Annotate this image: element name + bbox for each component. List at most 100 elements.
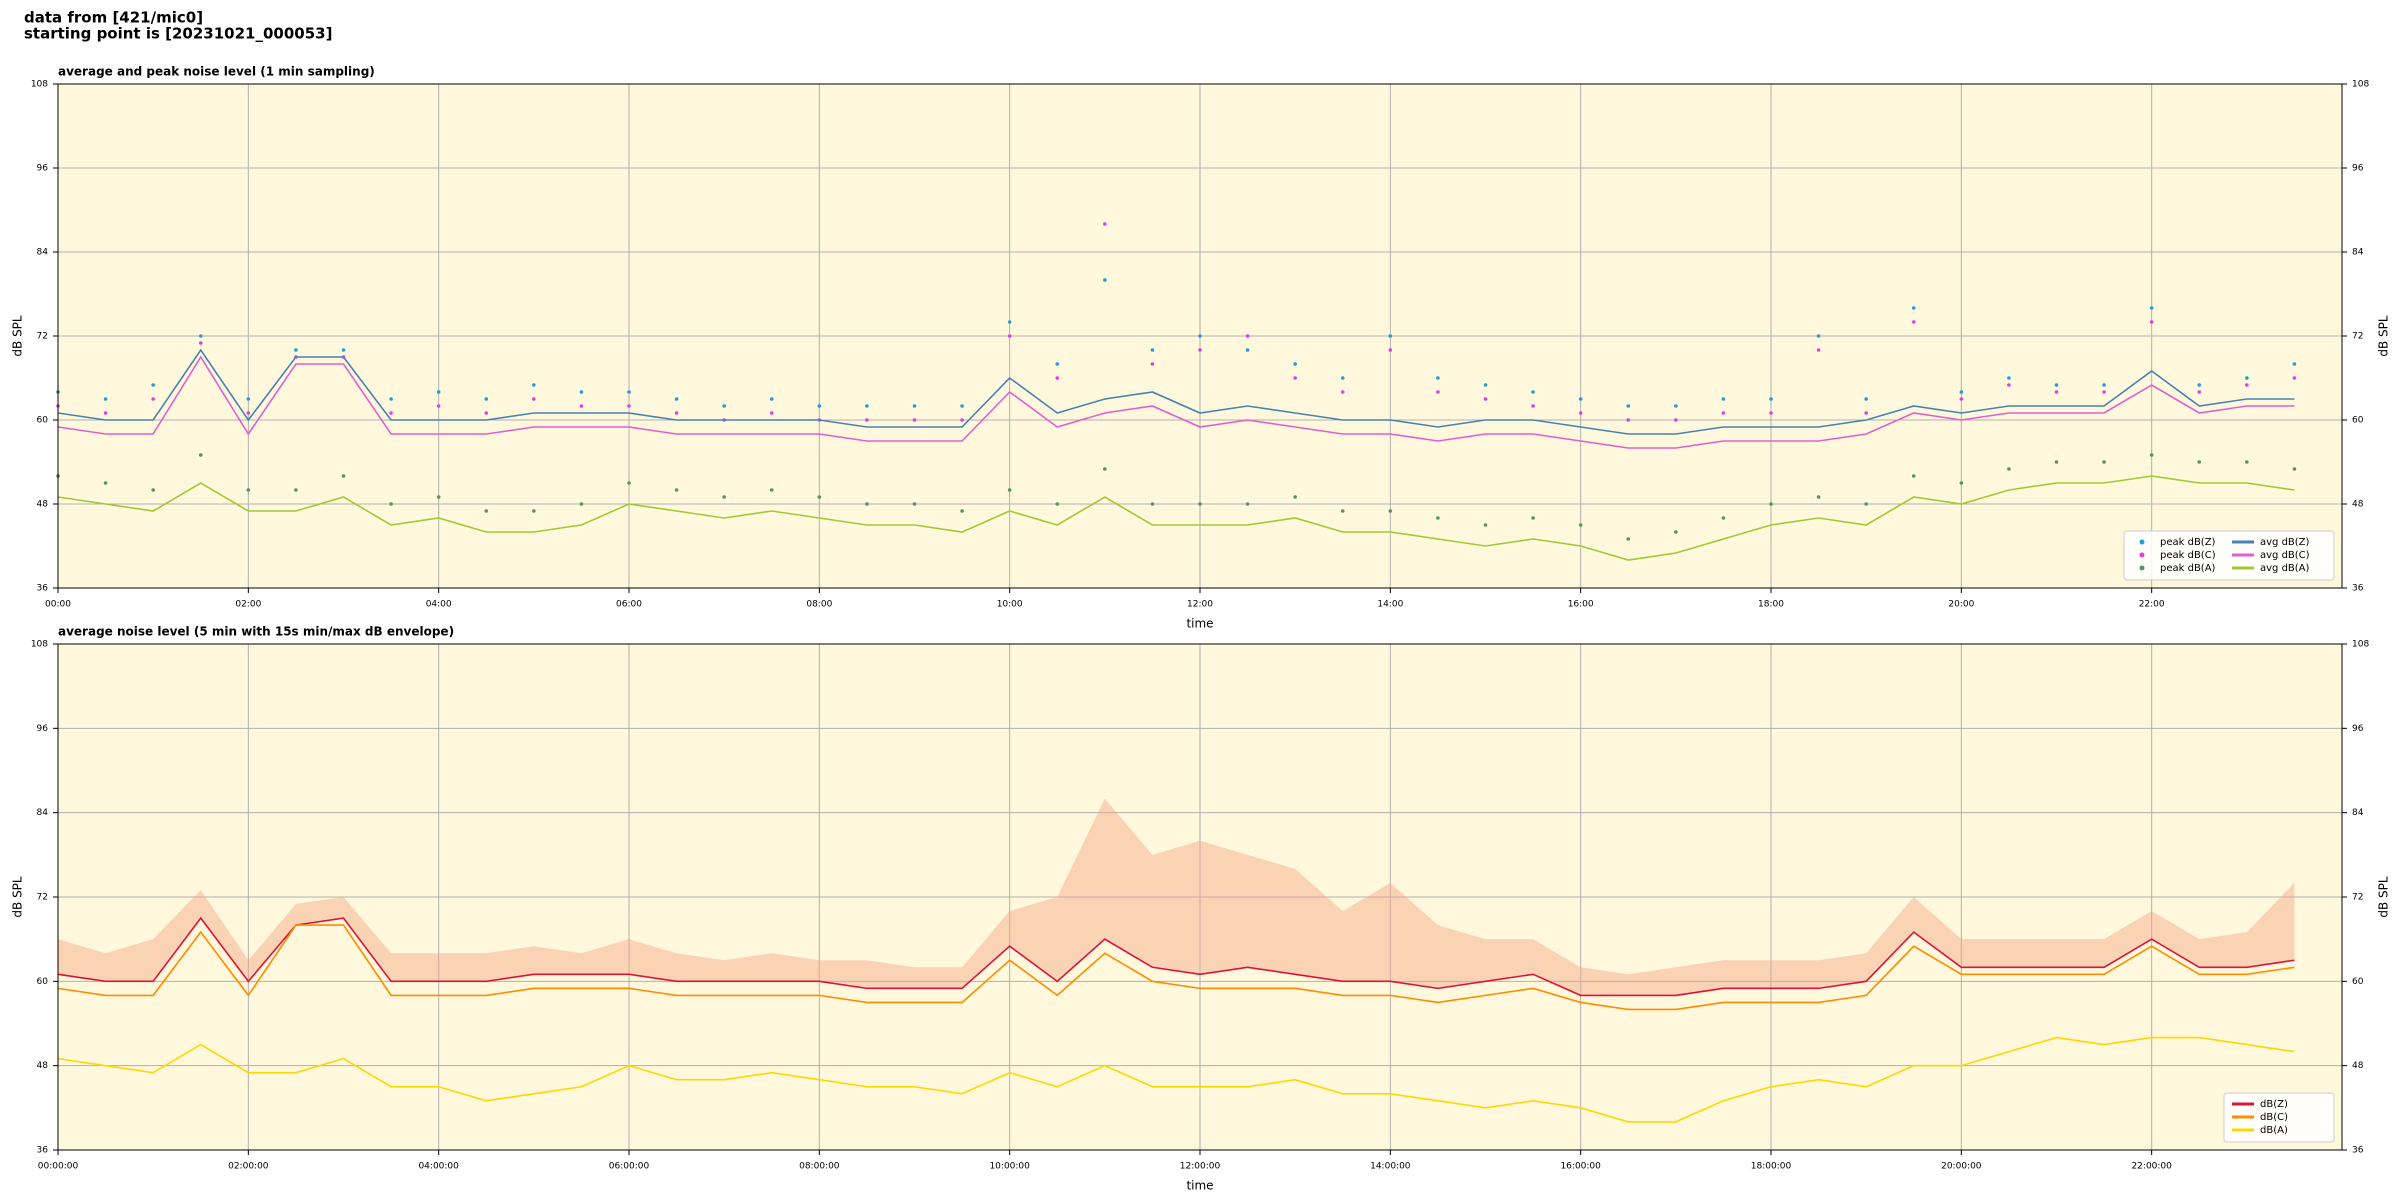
peak-point	[1626, 418, 1631, 422]
peak-point	[1578, 411, 1583, 415]
peak-point	[389, 411, 393, 415]
peak-point	[865, 418, 869, 422]
peak-point	[1198, 348, 1202, 352]
peak-point	[2292, 362, 2297, 366]
peak-point	[484, 411, 489, 415]
legend-label: avg dB(A)	[2260, 563, 2310, 574]
y-tick-label: 96	[37, 724, 49, 734]
peak-point	[817, 404, 822, 408]
peak-point	[1055, 376, 1060, 380]
x-tick-label: 00:00	[45, 600, 71, 610]
peak-point	[1816, 334, 1821, 338]
peak-point	[532, 509, 536, 513]
peak-point	[1816, 348, 1821, 352]
peak-point	[1721, 397, 1726, 401]
y-tick-label: 108	[31, 640, 48, 650]
x-tick-label: 12:00	[1187, 600, 1213, 610]
peak-point	[2054, 460, 2059, 464]
peak-point	[2007, 376, 2011, 380]
peak-point	[198, 453, 203, 457]
peak-point	[1340, 376, 1345, 380]
y-axis-label: dB SPL	[11, 876, 25, 918]
peak-point	[484, 397, 489, 401]
peak-point	[1674, 418, 1678, 422]
peak-point	[865, 404, 869, 408]
peak-point	[2102, 460, 2106, 464]
peak-point	[2197, 383, 2202, 387]
x-tick-label: 18:00:00	[1751, 1162, 1792, 1172]
y-tick-label: 96	[37, 164, 49, 174]
plot-frame	[57, 83, 2343, 589]
legend-box	[2123, 530, 2335, 581]
peak-point	[246, 488, 251, 492]
y-tick-label: 36	[2352, 1146, 2364, 1156]
y-tick-label: 36	[37, 1146, 49, 1156]
x-tick-label: 08:00:00	[799, 1162, 840, 1172]
peak-point	[341, 348, 346, 352]
peak-point	[1150, 502, 1155, 506]
peak-point	[1911, 306, 1916, 310]
peak-point	[1150, 348, 1155, 352]
peak-point	[2007, 467, 2011, 471]
y-tick-label: 48	[37, 1061, 49, 1071]
peak-point	[1816, 495, 1821, 499]
peak-point	[103, 481, 108, 485]
y-tick-label: 84	[37, 248, 49, 258]
legend-marker	[2139, 539, 2145, 545]
peak-point	[2102, 390, 2106, 394]
peak-point	[674, 411, 679, 415]
peak-point	[2245, 460, 2249, 464]
peak-point	[1531, 516, 1535, 520]
peak-point	[436, 390, 441, 394]
y-tick-label: 72	[37, 332, 48, 342]
peak-point	[1007, 334, 1012, 338]
peak-point	[1626, 537, 1631, 541]
envelope	[58, 798, 2295, 996]
peak-point	[769, 488, 774, 492]
peak-point	[1388, 348, 1393, 352]
peak-point	[1483, 397, 1488, 401]
x-tick-label: 20:00:00	[1941, 1162, 1982, 1172]
y-tick-label: 60	[37, 416, 49, 426]
peak-point	[1578, 397, 1583, 401]
y-tick-label: 72	[2352, 893, 2363, 903]
peak-point	[1531, 390, 1535, 394]
peak-point	[1103, 467, 1107, 471]
peak-point	[1007, 320, 1012, 324]
peak-point	[1721, 411, 1726, 415]
peak-point	[1864, 411, 1868, 415]
peak-point	[1293, 376, 1297, 380]
peak-point	[2245, 383, 2249, 387]
y-tick-label: 36	[37, 584, 49, 594]
y-tick-label: 60	[2352, 416, 2364, 426]
peak-point	[579, 390, 584, 394]
peak-point	[1340, 390, 1345, 394]
peak-point	[627, 404, 631, 408]
x-tick-label: 10:00:00	[989, 1162, 1030, 1172]
y-tick-label: 84	[2352, 808, 2364, 818]
y-tick-label: 48	[2352, 1061, 2364, 1071]
legend-label: peak dB(A)	[2160, 563, 2216, 574]
peak-point	[1483, 383, 1488, 387]
peak-point	[2149, 306, 2154, 310]
peak-point	[1388, 334, 1393, 338]
legend-marker	[2139, 565, 2145, 571]
peak-point	[674, 488, 679, 492]
peak-point	[1245, 334, 1250, 338]
peak-point	[1245, 348, 1250, 352]
y-tick-label: 72	[37, 893, 48, 903]
y-tick-label: 60	[2352, 977, 2364, 987]
x-tick-label: 18:00	[1758, 600, 1784, 610]
peak-point	[1103, 278, 1107, 282]
peak-point	[579, 404, 584, 408]
y-axis-label: dB SPL	[2377, 876, 2391, 918]
peak-point	[103, 397, 108, 401]
peak-point	[1055, 362, 1060, 366]
x-tick-label: 22:00	[2139, 600, 2165, 610]
peak-point	[912, 502, 917, 506]
peak-point	[246, 411, 251, 415]
peak-point	[960, 418, 964, 422]
peak-point	[2245, 376, 2249, 380]
